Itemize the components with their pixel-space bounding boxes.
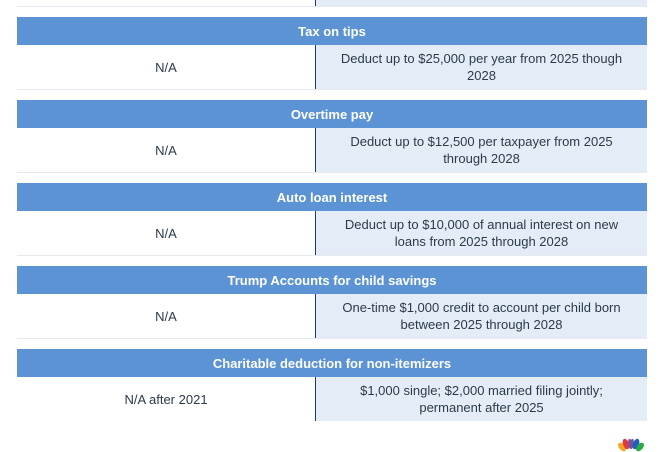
table-row: N/A Deduct up to $12,500 per taxpayer fr… — [17, 128, 647, 173]
peacock-logo-icon — [618, 434, 644, 452]
previous-row-stub — [17, 0, 647, 7]
new-law-cell: $1,000 single; $2,000 married filing joi… — [316, 377, 647, 421]
old-law-cell: N/A after 2021 — [17, 377, 316, 421]
old-law-cell: N/A — [17, 294, 316, 338]
section-header: Overtime pay — [17, 100, 647, 128]
table-row: N/A Deduct up to $25,000 per year from 2… — [17, 45, 647, 90]
new-law-cell: One-time $1,000 credit to account per ch… — [316, 294, 647, 338]
old-law-cell: N/A — [17, 45, 316, 89]
section-header: Tax on tips — [17, 17, 647, 45]
old-law-cell: N/A — [17, 128, 316, 172]
section-overtime-pay: Overtime pay N/A Deduct up to $12,500 pe… — [17, 100, 647, 173]
section-tax-on-tips: Tax on tips N/A Deduct up to $25,000 per… — [17, 17, 647, 90]
section-charitable-deduction: Charitable deduction for non-itemizers N… — [17, 349, 647, 421]
section-auto-loan-interest: Auto loan interest N/A Deduct up to $10,… — [17, 183, 647, 256]
section-header: Trump Accounts for child savings — [17, 266, 647, 294]
section-trump-accounts: Trump Accounts for child savings N/A One… — [17, 266, 647, 339]
comparison-table: Tax on tips N/A Deduct up to $25,000 per… — [17, 0, 647, 421]
section-header: Auto loan interest — [17, 183, 647, 211]
table-row: N/A after 2021 $1,000 single; $2,000 mar… — [17, 377, 647, 421]
new-law-cell: Deduct up to $12,500 per taxpayer from 2… — [316, 128, 647, 172]
table-row: N/A Deduct up to $10,000 of annual inter… — [17, 211, 647, 256]
previous-row-right-cell — [316, 0, 647, 6]
table-row: N/A One-time $1,000 credit to account pe… — [17, 294, 647, 339]
section-header: Charitable deduction for non-itemizers — [17, 349, 647, 377]
previous-row-left-cell — [17, 0, 316, 6]
new-law-cell: Deduct up to $25,000 per year from 2025 … — [316, 45, 647, 89]
old-law-cell: N/A — [17, 211, 316, 255]
new-law-cell: Deduct up to $10,000 of annual interest … — [316, 211, 647, 255]
